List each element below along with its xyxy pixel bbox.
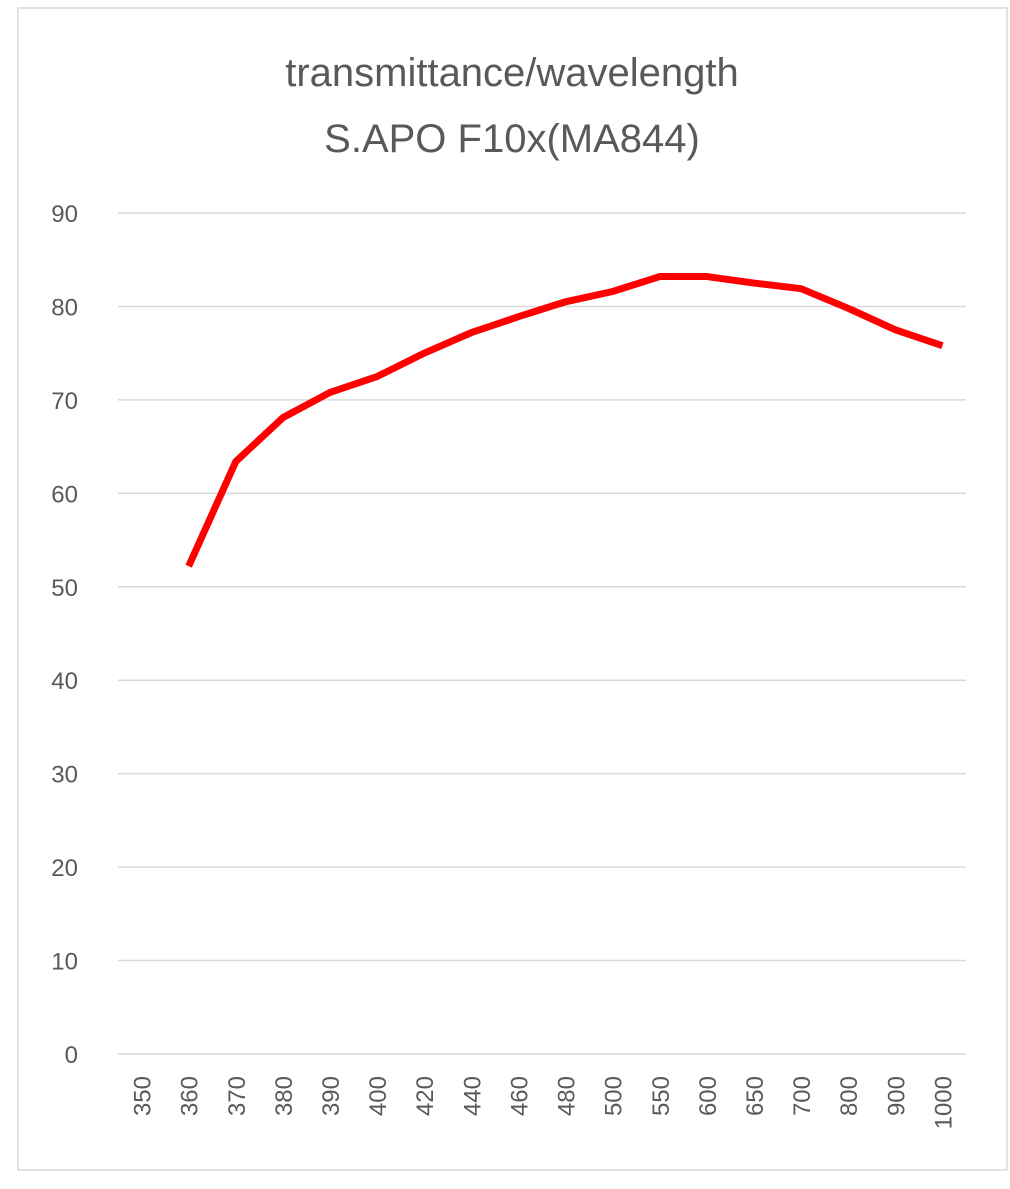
x-tick-label: 400 <box>365 1076 392 1116</box>
y-tick-label: 20 <box>51 855 78 882</box>
x-tick-label: 500 <box>601 1076 628 1116</box>
x-tick-label: 360 <box>177 1076 204 1116</box>
y-tick-label: 60 <box>51 481 78 508</box>
y-tick-label: 0 <box>65 1042 78 1069</box>
x-tick-label: 900 <box>883 1076 910 1116</box>
y-tick-label: 30 <box>51 762 78 789</box>
y-tick-label: 40 <box>51 668 78 695</box>
x-tick-label: 350 <box>130 1076 157 1116</box>
y-tick-label: 70 <box>51 388 78 415</box>
y-tick-label: 90 <box>51 201 78 228</box>
x-tick-label: 380 <box>271 1076 298 1116</box>
x-tick-label: 700 <box>789 1076 816 1116</box>
x-tick-label: 440 <box>459 1076 486 1116</box>
x-tick-label: 390 <box>318 1076 345 1116</box>
data-line <box>185 273 944 568</box>
x-tick-label: 650 <box>742 1076 769 1116</box>
x-tick-label: 480 <box>554 1076 581 1116</box>
chart-title: transmittance/wavelength <box>285 51 739 95</box>
chart-border <box>17 7 1008 1171</box>
y-tick-label: 80 <box>51 294 78 321</box>
y-tick-label: 50 <box>51 575 78 602</box>
x-tick-label: 550 <box>648 1076 675 1116</box>
x-tick-label: 460 <box>506 1076 533 1116</box>
x-tick-label: 800 <box>836 1076 863 1116</box>
x-tick-label: 420 <box>412 1076 439 1116</box>
chart-subtitle: S.APO F10x(MA844) <box>324 117 700 161</box>
x-tick-label: 370 <box>224 1076 251 1116</box>
x-tick-label: 600 <box>695 1076 722 1116</box>
y-tick-label: 10 <box>51 949 78 976</box>
x-tick-label: 1000 <box>930 1076 957 1129</box>
